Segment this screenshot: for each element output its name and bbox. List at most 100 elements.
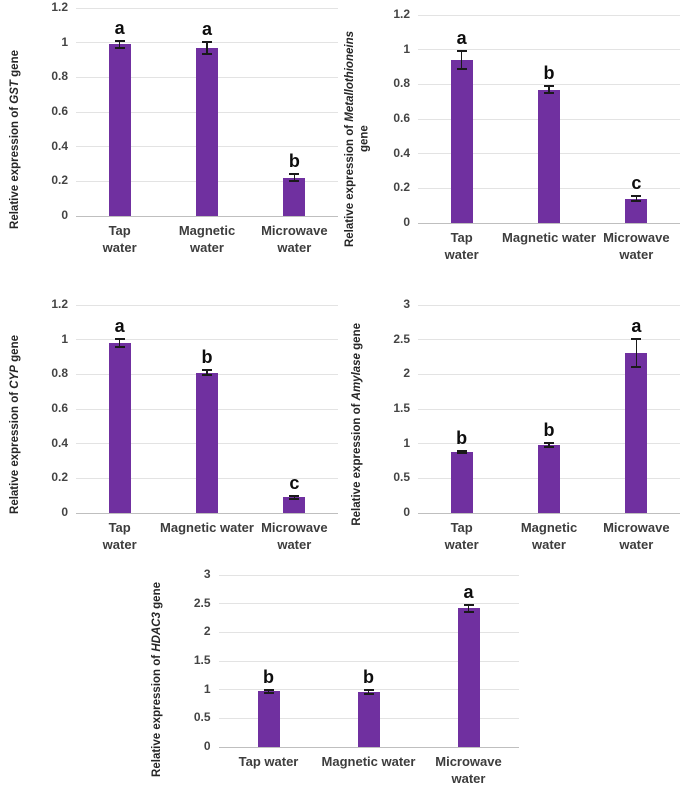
y-axis-title-suffix: gene: [358, 125, 370, 153]
y-tick-label: 0.4: [393, 145, 410, 160]
significance-letter: b: [363, 667, 374, 688]
error-bar: [467, 604, 470, 612]
x-axis-line: [418, 512, 680, 514]
bar-hdac3-0: [257, 691, 280, 747]
gridline: [218, 603, 519, 605]
error-bar: [460, 450, 463, 454]
gridline: [76, 8, 338, 9]
error-bar-cap-top: [463, 603, 474, 606]
error-bar-cap-top: [202, 40, 212, 43]
y-tick-label: 0.2: [51, 173, 68, 188]
plot-area: 0 0.2 0.4 0.6 0.8 1 1.2 a b c: [393, 7, 680, 229]
significance-letter: c: [631, 173, 642, 194]
x-category-label: Magnetic water: [520, 520, 578, 552]
y-tick-label: 1.2: [51, 0, 68, 14]
chart-row-top: Relative expression of GST gene 0 0.2 0.4 0.…: [0, 0, 685, 278]
gridline: [418, 373, 680, 375]
significance-letter: a: [456, 28, 467, 49]
error-bar-cap-bottom: [263, 691, 274, 694]
error-bar-cap-bottom: [202, 374, 212, 377]
x-category-label: Microwave water: [603, 520, 670, 552]
y-axis-title-prefix: Relative expression of: [343, 121, 356, 247]
y-axis-title-suffix: gene: [8, 49, 21, 80]
error-bar-cap-bottom: [631, 200, 642, 203]
y-tick-label: 3: [403, 297, 410, 311]
error-bar: [635, 338, 638, 367]
error-bar: [118, 40, 121, 48]
significance-letter: a: [463, 581, 474, 602]
chart-main: 0 0.5 1 1.5 2 2.5 3 b b a Tap water Magnetic water M…: [173, 567, 543, 789]
gene-name: Metallothioneins: [343, 30, 356, 122]
error-bar: [548, 86, 550, 93]
y-axis-title: Relative expression of Amylase gene: [342, 278, 372, 570]
y-axis-title-prefix: Relative expression of: [8, 103, 21, 229]
error-bar-cap-bottom: [114, 46, 125, 49]
plot-area: 0 0.5 1 1.5 2 2.5 3 b b a: [393, 297, 680, 519]
bar-cyp-0: [108, 343, 131, 513]
error-bar-cap-top: [631, 195, 642, 198]
y-axis-title: Relative expression of GST gene: [0, 0, 30, 278]
y-tick-label: 0.6: [51, 401, 68, 415]
chart-gst: Relative expression of GST gene 0 0.2 0.4 0.…: [0, 0, 342, 278]
chart-hdac3: Relative expression of HDAC3 gene 0 0.5 1 1.…: [143, 567, 543, 789]
gridline: [418, 49, 680, 51]
x-category-label: Magnetic water: [160, 520, 254, 535]
bar-amylase-2: [625, 352, 648, 513]
y-axis-title: Relative expression of CYP gene: [0, 278, 30, 570]
bar-gst-2: [283, 177, 306, 216]
chart-row-bottom: Relative expression of HDAC3 gene 0 0.5 1 1.…: [0, 567, 685, 789]
gridline: [418, 83, 680, 85]
y-tick-label: 1.5: [393, 401, 410, 415]
error-bar-cap-top: [289, 173, 300, 176]
y-tick-label: 3: [203, 567, 211, 581]
bar-gst-1: [196, 47, 218, 216]
y-axis-title-prefix: Relative expression of: [151, 651, 164, 777]
x-category-label: Tap water: [102, 520, 137, 552]
gridline: [418, 15, 680, 16]
gridline: [76, 305, 338, 306]
y-axis-title-suffix: gene: [8, 334, 21, 365]
y-tick-label: 0.8: [51, 366, 68, 381]
x-category-label: Tap water: [444, 230, 479, 262]
error-bar: [367, 690, 370, 694]
y-tick-label: 0: [61, 505, 68, 519]
bar-metallothioneins-1: [538, 89, 560, 223]
error-bar-cap-bottom: [456, 67, 467, 70]
y-tick-label: 2.5: [193, 595, 211, 610]
significance-letter: a: [631, 315, 642, 336]
y-tick-label: 1.2: [51, 297, 68, 311]
chart-main: 0 0.5 1 1.5 2 2.5 3 b b a Tap water Magnetic water M…: [372, 278, 684, 570]
y-axis-title-text: Relative expression of HDAC3 gene: [150, 582, 164, 777]
significance-letter: b: [543, 63, 555, 84]
x-axis-line: [76, 215, 338, 217]
x-category-label: Microwave water: [435, 754, 502, 786]
x-category-label: Magnetic water: [502, 230, 596, 245]
y-tick-label: 0: [203, 739, 211, 753]
error-bar: [635, 196, 638, 202]
bar-amylase-0: [450, 452, 473, 513]
bar-hdac3-1: [357, 691, 380, 747]
error-bar-cap-top: [544, 85, 554, 88]
bar-cyp-1: [196, 372, 218, 513]
y-axis-title-prefix: Relative expression of: [8, 388, 21, 514]
y-tick-label: 1: [403, 435, 410, 450]
error-bar-cap-top: [114, 39, 125, 42]
error-bar-cap-bottom: [202, 52, 212, 55]
x-axis-line: [418, 222, 680, 224]
y-tick-label: 0.6: [51, 104, 68, 118]
error-bar-cap-bottom: [544, 92, 554, 94]
x-axis-labels: Tap water Magnetic water Microwave water: [418, 223, 680, 278]
bar-metallothioneins-0: [450, 60, 473, 223]
gridline: [418, 408, 680, 410]
significance-letter: b: [543, 419, 555, 440]
error-bar-cap-top: [456, 50, 467, 53]
y-tick-label: 0: [403, 215, 410, 229]
bar-hdac3-2: [457, 608, 480, 747]
error-bar: [293, 495, 296, 500]
x-category-label: Tap water: [444, 520, 479, 552]
y-tick-label: 0.2: [393, 180, 410, 195]
y-tick-label: 0.5: [193, 710, 211, 725]
plot-area: 0 0.2 0.4 0.6 0.8 1 1.2 a b c: [51, 297, 338, 519]
y-tick-label: 1.5: [193, 653, 211, 667]
x-axis-labels: Tap water Magnetic water Microwave water: [76, 513, 338, 570]
